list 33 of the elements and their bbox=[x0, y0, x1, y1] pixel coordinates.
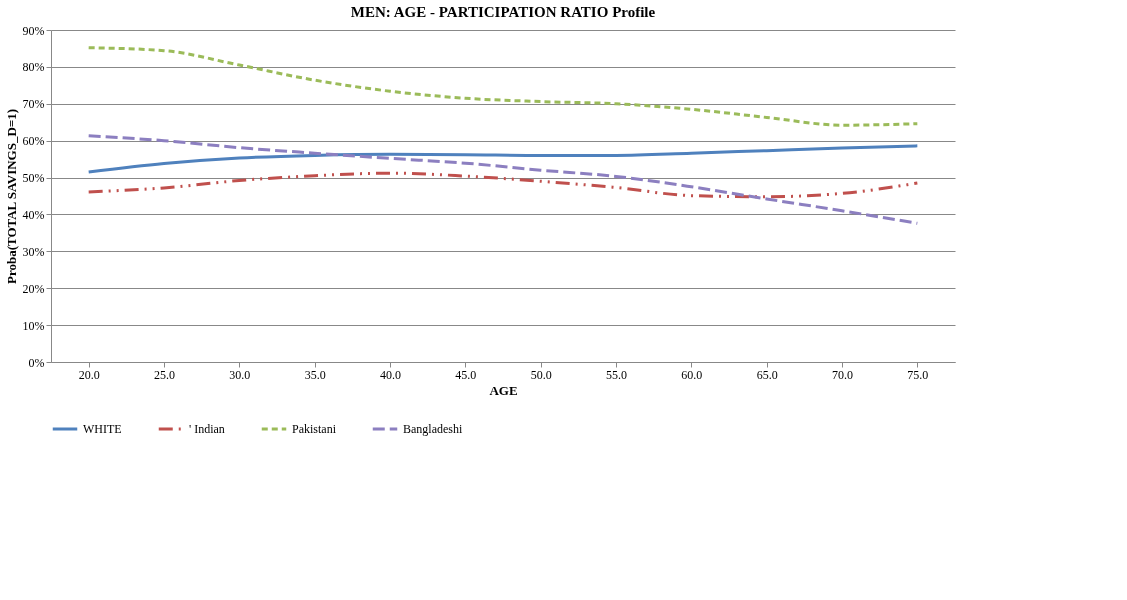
x-tick-label: 70.0 bbox=[832, 367, 853, 382]
x-axis-title: AGE bbox=[489, 382, 518, 398]
y-tick-label: 70% bbox=[22, 97, 45, 112]
y-tick-label: 30% bbox=[22, 244, 45, 259]
y-tick-label: 20% bbox=[22, 281, 45, 296]
chart-title: MEN: AGE - PARTICIPATION RATIO Profile bbox=[350, 4, 656, 20]
y-axis-title: Proba(TOTAL SAVINGS_D=1) bbox=[3, 108, 19, 285]
legend-label: ' Indian bbox=[189, 422, 225, 436]
x-tick-label: 30.0 bbox=[229, 367, 251, 382]
x-tick-label: 50.0 bbox=[530, 367, 552, 382]
x-tick-label: 35.0 bbox=[304, 367, 326, 382]
x-tick-label: 75.0 bbox=[907, 367, 929, 382]
x-tick-label: 20.0 bbox=[78, 367, 100, 382]
line-series bbox=[87, 171, 919, 199]
y-tick-label: 90% bbox=[22, 23, 45, 38]
y-tick-label: 80% bbox=[22, 60, 45, 75]
y-tick-label: 0% bbox=[28, 355, 45, 370]
x-tick-label: 25.0 bbox=[154, 367, 175, 382]
x-tick-label: 60.0 bbox=[681, 367, 703, 382]
line-series bbox=[87, 134, 919, 225]
y-tick-label: 40% bbox=[22, 207, 45, 222]
y-tick-label: 60% bbox=[22, 134, 45, 149]
legend-label: Pakistani bbox=[292, 422, 337, 436]
x-tick-label: 55.0 bbox=[606, 367, 627, 382]
legend-label: WHITE bbox=[83, 422, 122, 436]
x-tick-label: 40.0 bbox=[380, 367, 401, 382]
y-tick-label: 50% bbox=[22, 171, 45, 186]
y-tick-label: 10% bbox=[22, 318, 45, 333]
x-tick-label: 45.0 bbox=[455, 367, 477, 382]
line-series bbox=[87, 46, 919, 127]
x-tick-label: 65.0 bbox=[756, 367, 778, 382]
legend-label: Bangladeshi bbox=[403, 422, 463, 436]
line-series bbox=[87, 144, 919, 174]
